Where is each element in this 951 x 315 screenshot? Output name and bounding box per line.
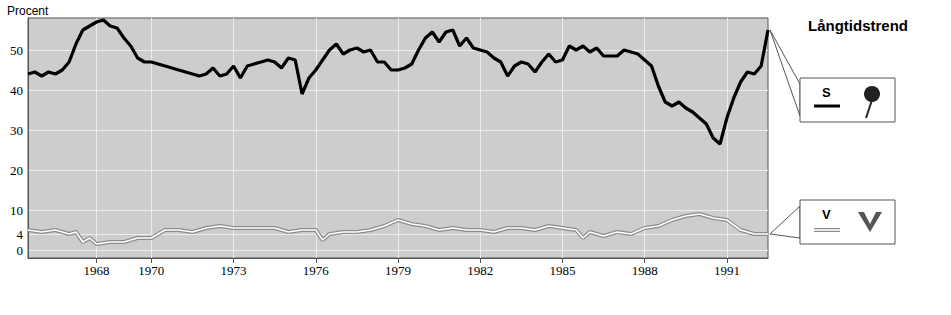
svg-text:1979: 1979 xyxy=(385,263,411,278)
svg-text:Procent: Procent xyxy=(7,4,49,18)
svg-text:50: 50 xyxy=(10,43,23,58)
svg-text:V: V xyxy=(822,207,831,222)
svg-text:1982: 1982 xyxy=(467,263,493,278)
svg-text:1973: 1973 xyxy=(221,263,247,278)
svg-text:1970: 1970 xyxy=(138,263,164,278)
svg-text:1985: 1985 xyxy=(549,263,575,278)
svg-text:1991: 1991 xyxy=(714,263,740,278)
svg-text:30: 30 xyxy=(10,123,23,138)
svg-text:S: S xyxy=(822,85,831,100)
svg-text:40: 40 xyxy=(10,83,23,98)
svg-text:1976: 1976 xyxy=(303,263,330,278)
svg-text:1988: 1988 xyxy=(632,263,658,278)
svg-text:Långtidstrend: Långtidstrend xyxy=(808,17,908,34)
svg-text:10: 10 xyxy=(10,203,23,218)
svg-text:20: 20 xyxy=(10,163,23,178)
svg-text:0: 0 xyxy=(17,243,24,258)
svg-text:4: 4 xyxy=(17,227,24,242)
svg-text:1968: 1968 xyxy=(84,263,110,278)
